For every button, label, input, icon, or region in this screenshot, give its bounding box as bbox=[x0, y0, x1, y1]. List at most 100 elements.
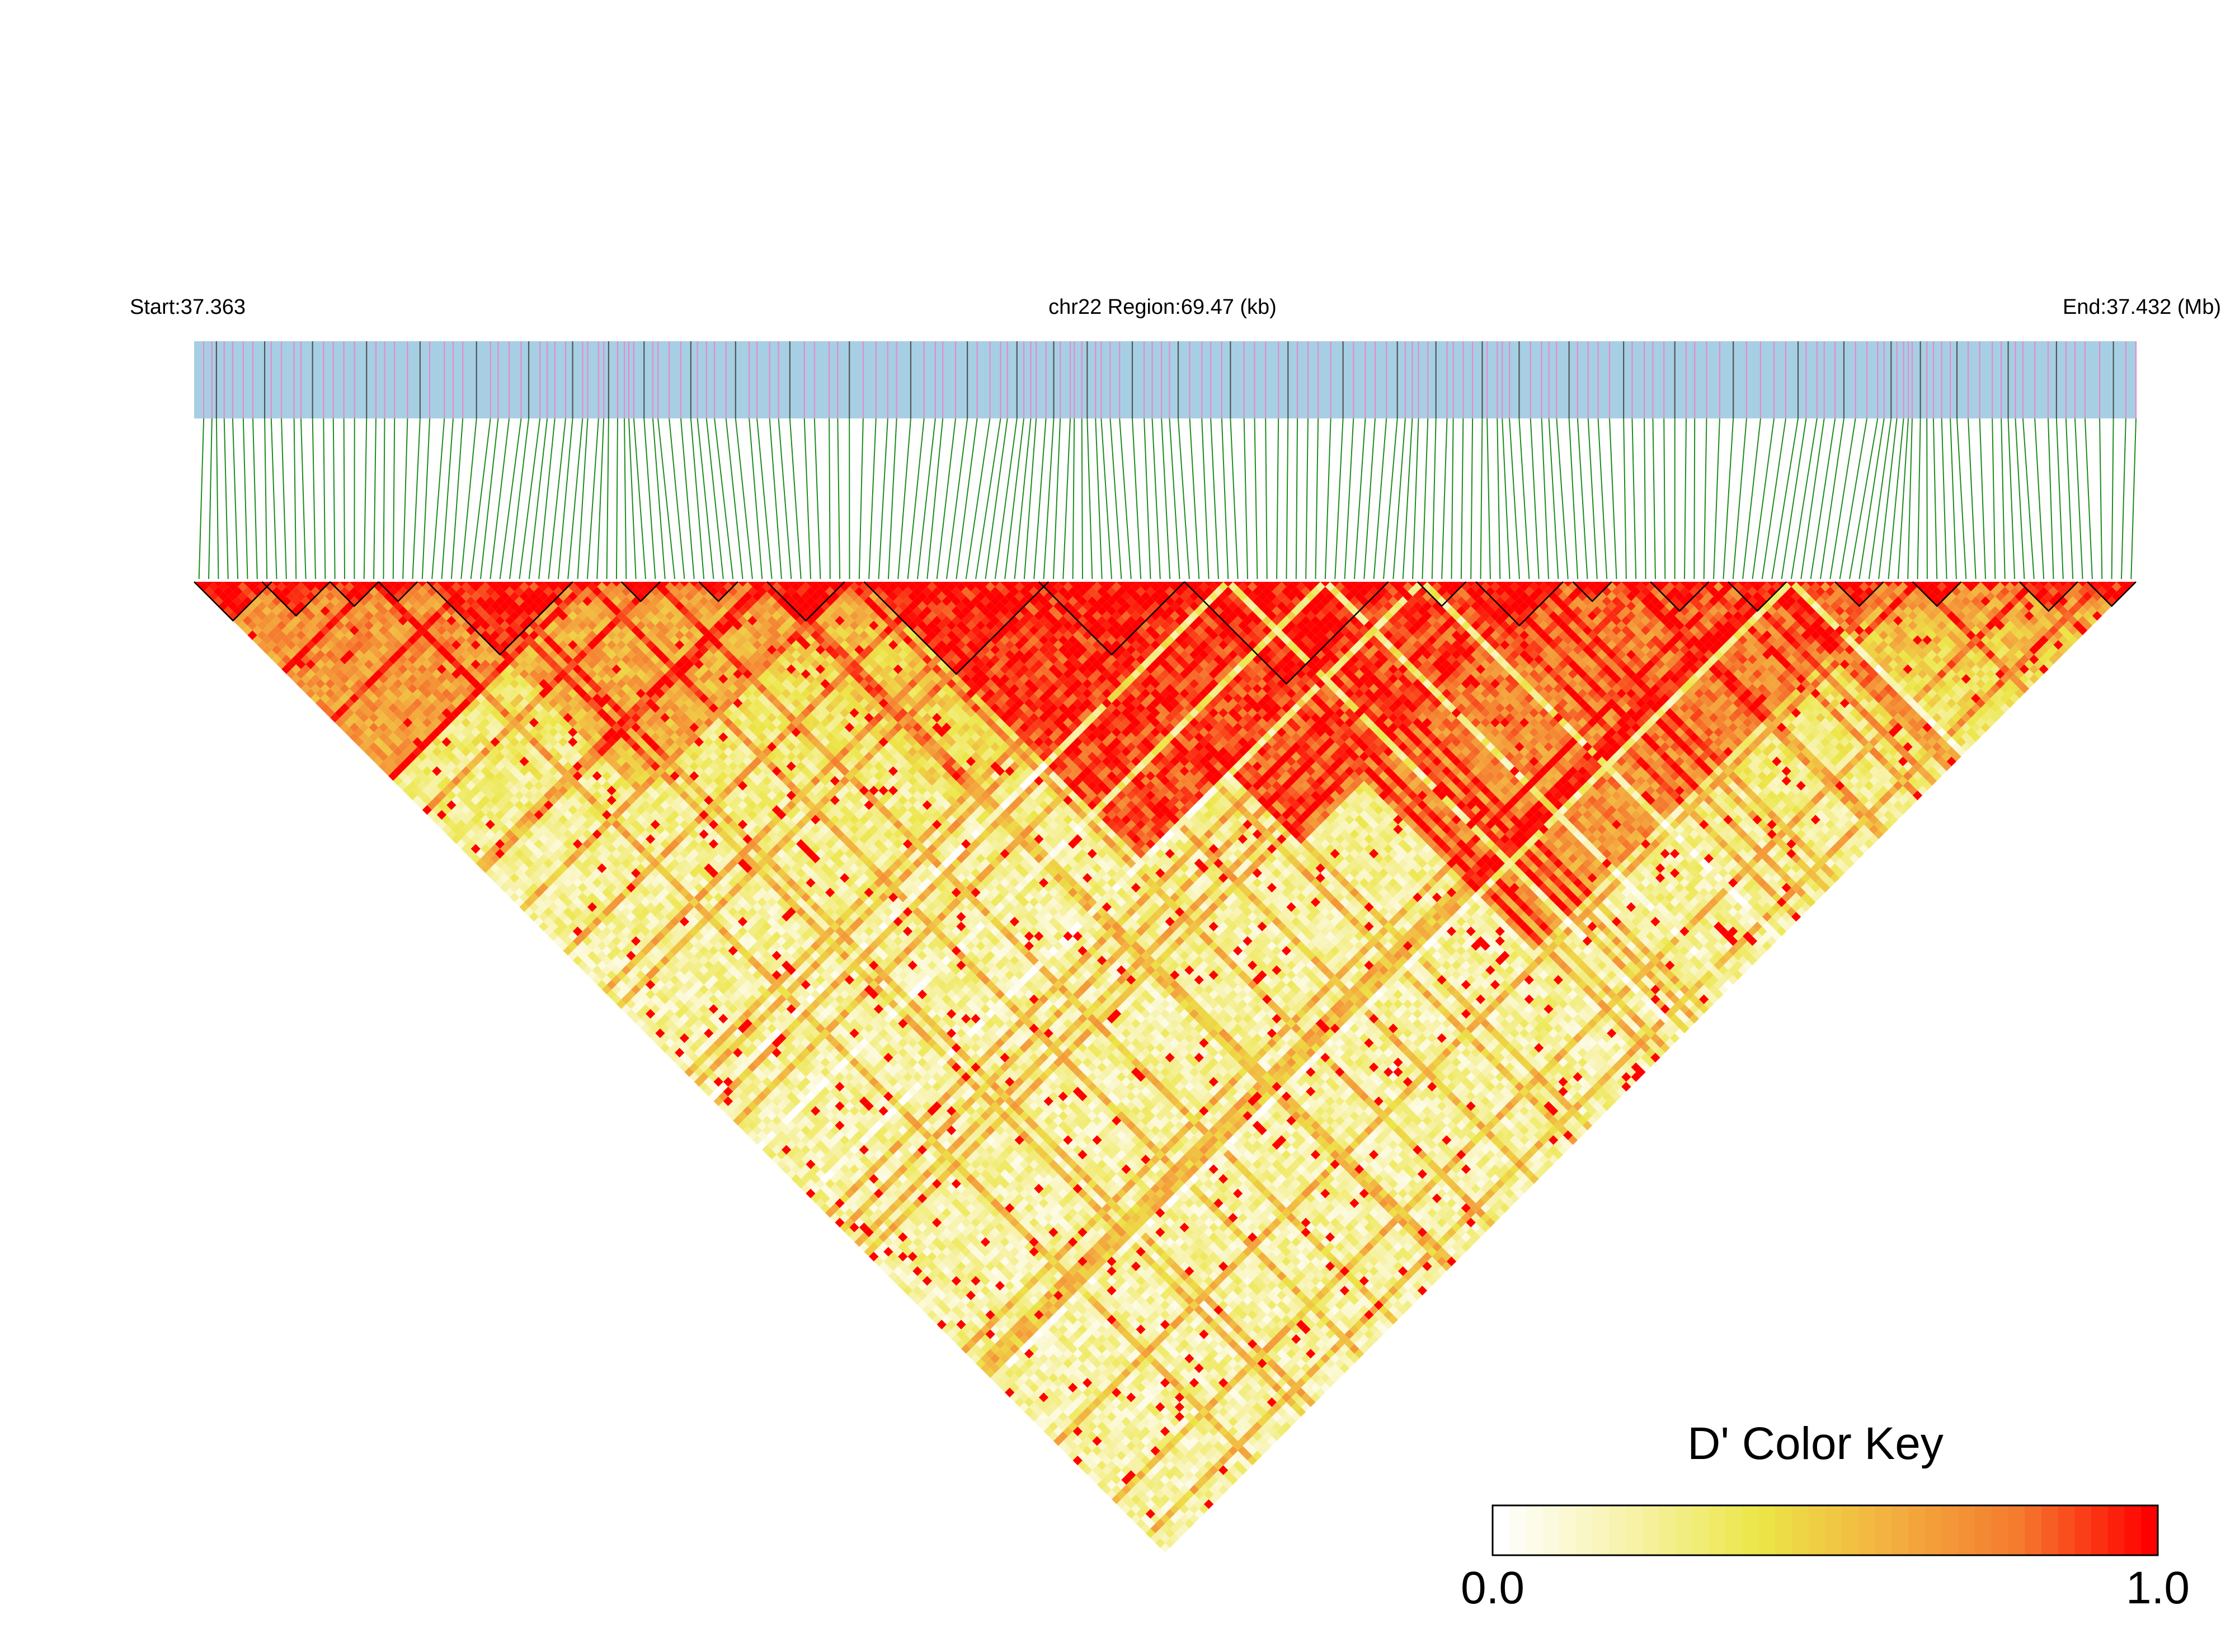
ld-cell bbox=[325, 649, 335, 660]
ld-cell bbox=[830, 1174, 840, 1184]
ld-cell bbox=[383, 727, 393, 737]
ld-cell bbox=[806, 1188, 816, 1199]
ld-cell bbox=[1009, 1353, 1020, 1364]
ld-cell bbox=[257, 630, 267, 641]
snp-connector bbox=[332, 418, 336, 580]
snp-connector bbox=[769, 418, 782, 580]
ld-cell bbox=[1067, 1431, 1078, 1441]
ld-cell bbox=[888, 1271, 898, 1281]
snp-connector bbox=[312, 418, 316, 580]
ld-cell bbox=[1009, 1382, 1020, 1393]
ld-cell bbox=[446, 790, 457, 801]
ld-cell bbox=[869, 1251, 879, 1262]
snp-connector bbox=[402, 418, 408, 580]
snp-connector bbox=[198, 418, 205, 580]
ld-cell bbox=[1107, 1470, 1117, 1480]
ld-cell bbox=[898, 1281, 908, 1291]
ld-cell bbox=[990, 1344, 1000, 1354]
ld-cell bbox=[811, 1154, 821, 1165]
ld-cell bbox=[1102, 1465, 1112, 1475]
ld-cell bbox=[271, 596, 282, 606]
snp-connector bbox=[383, 418, 385, 580]
ld-cell bbox=[1072, 1416, 1083, 1427]
ld-cell bbox=[1082, 1426, 1093, 1437]
ld-cell bbox=[956, 1290, 966, 1301]
ld-cell bbox=[995, 1378, 1005, 1388]
ld-cell bbox=[1072, 1455, 1083, 1466]
ld-cell bbox=[582, 936, 592, 946]
snp-connector bbox=[1742, 418, 1761, 580]
ld-cell bbox=[966, 1310, 976, 1320]
ld-cell bbox=[873, 1237, 884, 1247]
snp-connector bbox=[1144, 418, 1151, 580]
ld-cell bbox=[849, 1232, 859, 1242]
ld-cell bbox=[1112, 1446, 1122, 1456]
snp-connector bbox=[1265, 418, 1268, 580]
snp-connector bbox=[1014, 418, 1032, 580]
ld-cell bbox=[869, 1222, 879, 1232]
snp-connector bbox=[509, 418, 530, 580]
ld-cell bbox=[888, 1251, 898, 1262]
ld-cell bbox=[859, 1222, 869, 1232]
snp-connector bbox=[1829, 418, 1856, 580]
ld-cell bbox=[907, 1271, 917, 1281]
ld-cell bbox=[931, 1315, 942, 1325]
snp-connector bbox=[392, 418, 396, 580]
snp-connector bbox=[2048, 418, 2054, 580]
ld-cell bbox=[1145, 1489, 1156, 1500]
ld-cell bbox=[446, 780, 457, 791]
snp-connector bbox=[1771, 418, 1799, 580]
ld-cell bbox=[1082, 1416, 1093, 1427]
ld-cell bbox=[1005, 1378, 1015, 1388]
ld-cell bbox=[878, 1261, 888, 1272]
ld-cell bbox=[1121, 1465, 1131, 1475]
snp-connector bbox=[2034, 418, 2045, 580]
snp-connector bbox=[1086, 418, 1093, 580]
ld-cell bbox=[704, 1038, 714, 1048]
ld-cell bbox=[976, 1349, 986, 1359]
ld-cell bbox=[956, 1310, 966, 1320]
ld-cell bbox=[844, 1217, 855, 1228]
ld-cell bbox=[951, 1295, 962, 1305]
ld-cell bbox=[796, 1150, 806, 1160]
snp-connector bbox=[1363, 418, 1376, 580]
ld-cell bbox=[1145, 1480, 1156, 1490]
ld-cell bbox=[582, 965, 592, 975]
ld-cell bbox=[238, 611, 248, 621]
ld-cell bbox=[820, 1164, 830, 1174]
snp-connector bbox=[633, 418, 647, 580]
ld-cell bbox=[976, 1339, 986, 1349]
ld-cell bbox=[902, 1276, 913, 1286]
ld-cell bbox=[1112, 1465, 1122, 1475]
ld-cell bbox=[1141, 1475, 1151, 1485]
ld-cell bbox=[820, 1203, 830, 1213]
ld-cell bbox=[1121, 1504, 1131, 1514]
ld-cell bbox=[446, 800, 457, 810]
snp-connector bbox=[1509, 418, 1520, 580]
ld-cell bbox=[704, 1048, 714, 1058]
ld-cell bbox=[505, 829, 515, 839]
ld-cell bbox=[830, 1184, 840, 1194]
ld-cell bbox=[1097, 1470, 1107, 1480]
snp-connector bbox=[1917, 418, 1921, 580]
ld-cell bbox=[811, 1164, 821, 1174]
ld-cell bbox=[505, 839, 515, 849]
snp-connector bbox=[1932, 418, 1938, 580]
ld-cell bbox=[971, 1334, 981, 1344]
ld-cell bbox=[1063, 1426, 1073, 1437]
ld-cell bbox=[961, 1324, 971, 1335]
ld-cell bbox=[854, 1208, 864, 1218]
ld-cell bbox=[830, 1203, 840, 1213]
ld-cell bbox=[825, 1169, 835, 1179]
ld-cell bbox=[1116, 1470, 1127, 1480]
snp-connector bbox=[628, 418, 637, 580]
ld-cell bbox=[864, 1217, 874, 1228]
snp-connector bbox=[837, 418, 841, 580]
ld-cell bbox=[1067, 1411, 1078, 1422]
snp-connector bbox=[412, 418, 421, 580]
ld-cell bbox=[1038, 1402, 1049, 1412]
region-label: chr22 Region:69.47 (kb) bbox=[1048, 295, 1277, 319]
ld-cell bbox=[927, 1300, 937, 1310]
snp-connector bbox=[868, 418, 877, 580]
snp-connector bbox=[1109, 418, 1122, 580]
